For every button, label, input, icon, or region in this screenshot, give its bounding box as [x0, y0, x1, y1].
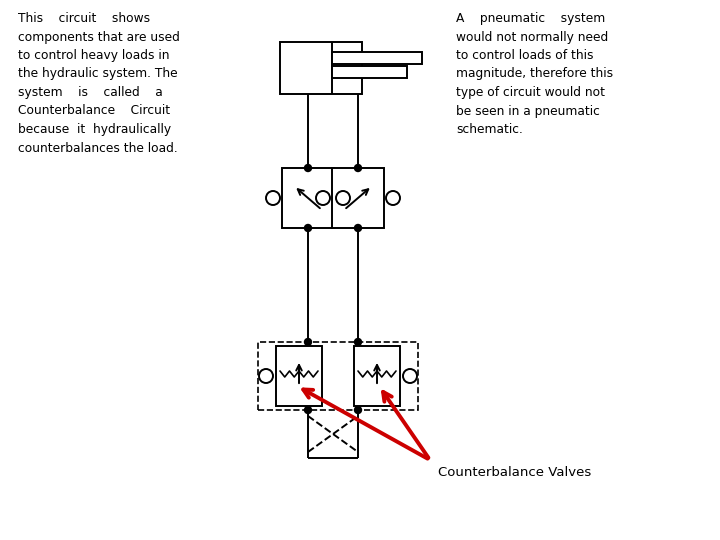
Circle shape: [305, 407, 312, 414]
Bar: [354, 346, 400, 406]
Bar: [276, 346, 322, 406]
Text: Counterbalance Valves: Counterbalance Valves: [438, 466, 591, 479]
Circle shape: [305, 225, 312, 232]
Circle shape: [305, 339, 312, 346]
Circle shape: [354, 225, 361, 232]
Bar: [282, 168, 334, 228]
Circle shape: [305, 165, 312, 172]
Circle shape: [354, 407, 361, 414]
Bar: [332, 52, 422, 64]
Circle shape: [354, 339, 361, 346]
Text: This    circuit    shows
components that are used
to control heavy loads in
the : This circuit shows components that are u…: [18, 12, 180, 154]
Circle shape: [354, 165, 361, 172]
Text: A    pneumatic    system
would not normally need
to control loads of this
magnit: A pneumatic system would not normally ne…: [456, 12, 613, 136]
Bar: [258, 342, 418, 410]
Bar: [332, 66, 407, 78]
Bar: [332, 168, 384, 228]
Bar: [280, 42, 362, 94]
